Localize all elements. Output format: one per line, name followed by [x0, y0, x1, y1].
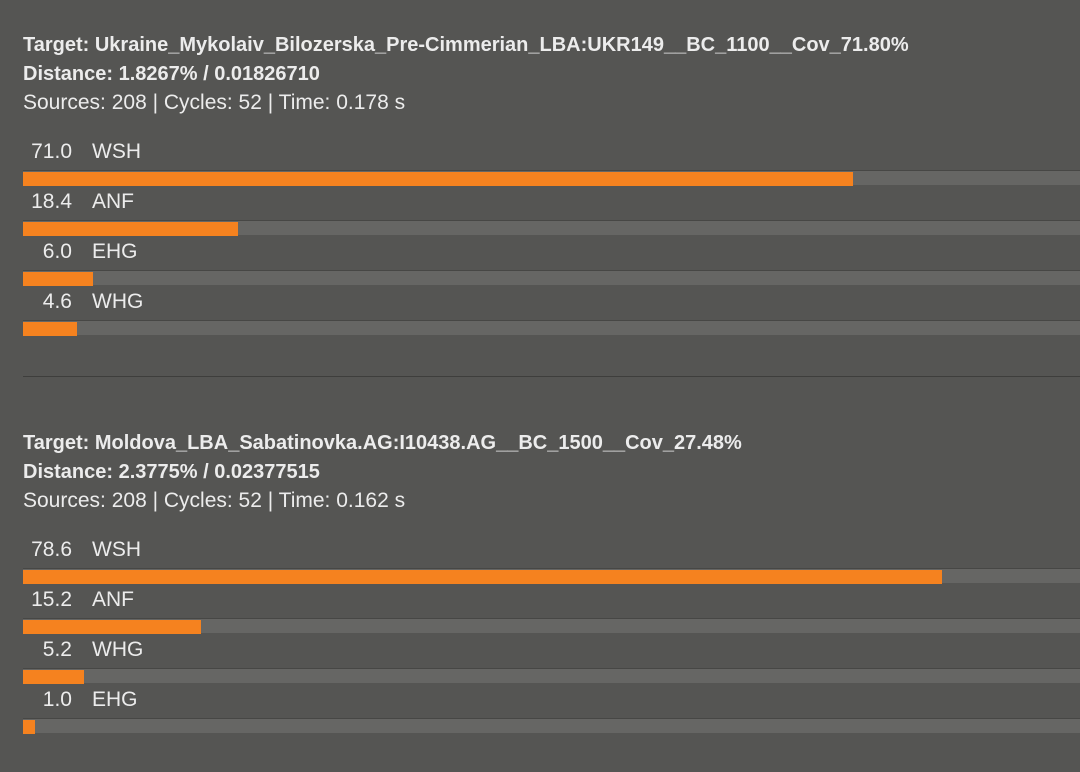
- bar-track: [23, 668, 1080, 683]
- component-name: EHG: [92, 688, 138, 711]
- bar-track: [23, 270, 1080, 285]
- component-name: ANF: [92, 588, 134, 611]
- component-name: WHG: [92, 290, 144, 313]
- stats: Sources: 208 | Cycles: 52 | Time: 0.178 …: [23, 91, 406, 114]
- component-value: 15.2: [31, 588, 72, 611]
- bar-track: [23, 220, 1080, 235]
- bar: [23, 272, 94, 286]
- distance: Distance: 2.3775% / 0.02377515: [23, 461, 320, 483]
- stats: Sources: 208 | Cycles: 52 | Time: 0.162 …: [23, 489, 406, 512]
- component-value: 6.0: [42, 240, 72, 263]
- component-name: ANF: [92, 190, 134, 213]
- component-name: EHG: [92, 240, 138, 263]
- component-value: 18.4: [31, 190, 72, 213]
- component-value: 4.6: [42, 290, 72, 313]
- component-value: 5.2: [42, 638, 72, 661]
- bar-track: [23, 618, 1080, 633]
- bar-track: [23, 718, 1080, 733]
- component-name: WHG: [92, 638, 144, 661]
- bar: [23, 570, 942, 584]
- component-value: 1.0: [42, 688, 72, 711]
- bar: [23, 620, 201, 634]
- bar: [23, 720, 35, 734]
- bar: [23, 322, 77, 336]
- bar: [23, 222, 239, 236]
- component-value: 71.0: [31, 140, 72, 163]
- target: Target: Ukraine_Mykolaiv_Bilozerska_Pre-…: [23, 34, 909, 56]
- component-value: 78.6: [31, 538, 72, 561]
- separator: [23, 376, 1080, 377]
- distance: Distance: 1.8267% / 0.01826710: [23, 63, 320, 85]
- bar: [23, 172, 853, 186]
- component-name: WSH: [92, 140, 141, 163]
- target: Target: Moldova_LBA_Sabatinovka.AG:I1043…: [23, 432, 742, 454]
- bar: [23, 670, 84, 684]
- component-name: WSH: [92, 538, 141, 561]
- bar-track: [23, 320, 1080, 335]
